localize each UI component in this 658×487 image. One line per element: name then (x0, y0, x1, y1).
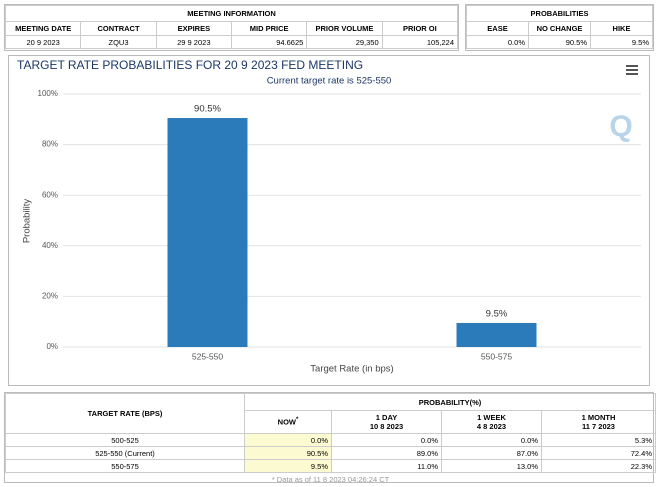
column-header: EXPIRES (155, 21, 232, 36)
column-header: NOW* (244, 410, 332, 434)
header-row: EASE NO CHANGE HIKE (466, 21, 653, 36)
column-title: NOW (277, 417, 296, 427)
logo: Q (609, 110, 632, 143)
cell: 22.3% (541, 459, 656, 473)
bar (456, 322, 537, 347)
chart: TARGET RATE PROBABILITIES FOR 20 9 2023 … (17, 58, 641, 375)
value-label: 90.5% (194, 104, 221, 115)
cell: 20 9 2023 (4, 35, 82, 49)
meeting-info-panel: MEETING INFORMATION MEETING DATE CONTRACT E… (4, 4, 459, 51)
cell: ZQU3 (80, 35, 157, 49)
column-title: 1 DAY (375, 413, 398, 422)
y-tick-label: 20% (42, 292, 58, 301)
x-tick-label: 525-550 (192, 351, 223, 361)
footer-row: * Data as of 11 8 2023 04:26:24 CT (6, 473, 656, 486)
cell: 89.0% (331, 446, 442, 460)
column-header: CONTRACT (80, 21, 157, 36)
table-title: MEETING INFORMATION (5, 5, 458, 22)
column-header: PRIOR OI (381, 21, 459, 36)
probabilities-table: PROBABILITIES EASE NO CHANGE HIKE 0.0% 90.5% 9… (466, 5, 653, 49)
cell: 11.0% (331, 459, 442, 473)
data-row: 0.0% 90.5% 9.5% (466, 35, 653, 49)
cell: 0.0% (331, 433, 442, 447)
column-header: 1 WEEK 4 8 2023 (441, 410, 542, 434)
header-row: TARGET RATE (BPS) PROBABILITY(%) (5, 393, 656, 434)
meeting-info-table: MEETING INFORMATION MEETING DATE CONTRACT E… (4, 5, 459, 49)
y-tick-label: 80% (42, 140, 58, 149)
group-header: PROBABILITY(%) (244, 393, 656, 411)
cell: 9.5% (590, 35, 653, 49)
y-tick-label: 0% (46, 342, 58, 351)
column-title: 1 MONTH (581, 413, 616, 422)
value-label: 9.5% (486, 308, 508, 319)
cell: 72.4% (541, 446, 656, 460)
column-note: * (296, 417, 299, 424)
bar (167, 118, 248, 347)
column-header: MID PRICE (230, 21, 308, 36)
cell: 87.0% (441, 446, 542, 460)
cell: 90.5% (528, 35, 591, 49)
cell: 5.3% (541, 433, 656, 447)
table-title: PROBABILITIES (466, 5, 653, 22)
y-tick-label: 100% (38, 89, 58, 98)
cell: 0.0% (441, 433, 542, 447)
chart-panel: TARGET RATE PROBABILITIES FOR 20 9 2023 … (8, 55, 650, 386)
rate-table-panel: TARGET RATE (BPS) PROBABILITY(%) NOW* 1 DAY… (4, 392, 656, 485)
column-header: 1 MONTH 11 7 2023 (541, 410, 656, 434)
title-row: PROBABILITIES (466, 5, 653, 22)
data-row: 500-525 0.0% 0.0% 0.0% 5.3% (5, 433, 656, 447)
column-header: MEETING DATE (4, 21, 82, 36)
cell: 9.5% (244, 459, 332, 473)
column-date: 4 8 2023 (476, 422, 507, 431)
column-title: 1 WEEK (477, 413, 506, 422)
x-axis-label: Target Rate (in bps) (310, 364, 393, 375)
chart-subtitle: Current target rate is 525-550 (267, 76, 392, 87)
data-row: 525-550 (Current) 90.5% 89.0% 87.0% 72.4% (5, 446, 656, 460)
cell: 0.0% (244, 433, 332, 447)
cell: 105,224 (381, 35, 459, 49)
data-row: 20 9 2023 ZQU3 29 9 2023 94.6625 29,350 105,2… (4, 35, 459, 49)
y-tick-label: 60% (42, 190, 58, 199)
chart-title: TARGET RATE PROBABILITIES FOR 20 9 2023 … (17, 58, 363, 72)
probabilities-panel: PROBABILITIES EASE NO CHANGE HIKE 0.0% 90.5% 9… (465, 4, 654, 51)
title-row: MEETING INFORMATION (5, 5, 458, 22)
cell: 94.6625 (230, 35, 308, 49)
header-row: NOW* 1 DAY 10 8 2023 1 WEEK 4 8 2023 1 MONTH 1… (6, 410, 656, 434)
y-tick-label: 40% (42, 241, 58, 250)
cell: 0.0% (466, 35, 529, 49)
column-header: HIKE (590, 21, 653, 36)
cell: 29 9 2023 (155, 35, 232, 49)
column-header: 1 DAY 10 8 2023 (331, 410, 442, 434)
footer: * Data as of 11 8 2023 04:26:24 CT (271, 474, 390, 484)
y-axis-label: Probability (22, 199, 33, 244)
cell: 29,350 (306, 35, 383, 49)
cell: 500-525 (5, 433, 245, 447)
header-row: MEETING DATE CONTRACT EXPIRES MID PRICE PRIO… (4, 21, 459, 36)
column-header: TARGET RATE (BPS) (5, 393, 245, 434)
data-row: 550-575 9.5% 11.0% 13.0% 22.3% (5, 459, 656, 473)
cell: 13.0% (441, 459, 542, 473)
column-date: 10 8 2023 (369, 422, 404, 431)
x-tick-label: 550-575 (481, 351, 512, 361)
column-header: EASE (466, 21, 529, 36)
cell: 525-550 (Current) (5, 446, 245, 460)
menu-icon[interactable] (626, 65, 638, 75)
column-header: NO CHANGE (528, 21, 591, 36)
column-date: 11 7 2023 (582, 422, 615, 431)
rate-table: TARGET RATE (BPS) PROBABILITY(%) NOW* 1 DAY… (5, 393, 656, 485)
cell: 90.5% (244, 446, 332, 460)
column-header: PRIOR VOLUME (306, 21, 383, 36)
cell: 550-575 (5, 459, 245, 473)
